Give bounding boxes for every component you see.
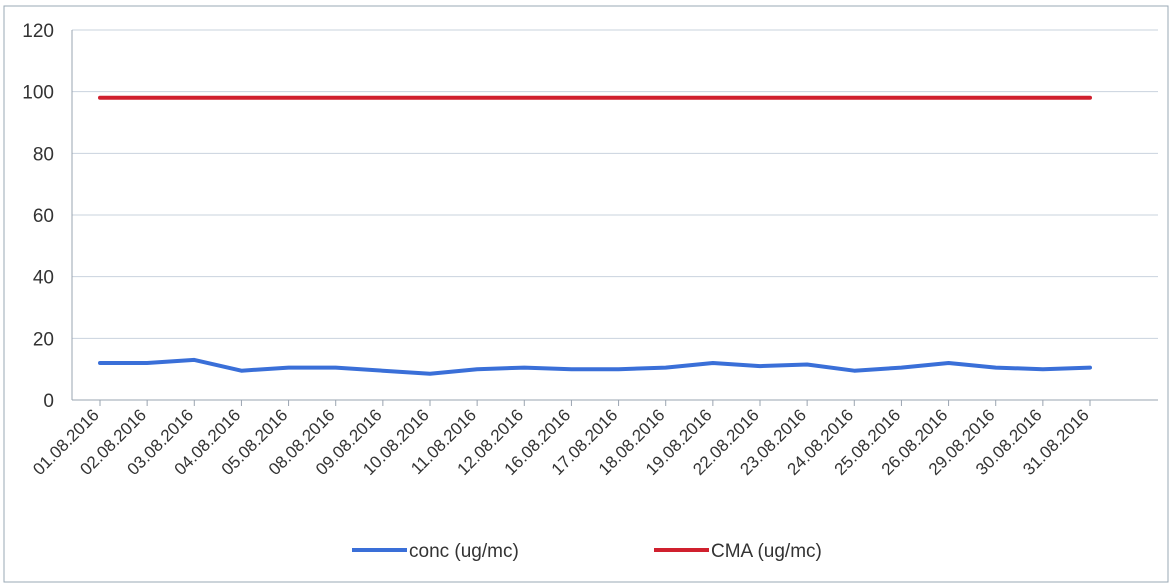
y-tick-label: 40 <box>33 268 54 289</box>
legend-label: CMA (ug/mc) <box>711 541 822 562</box>
legend-label: conc (ug/mc) <box>409 541 519 562</box>
legend: conc (ug/mc) CMA (ug/mc) <box>352 541 822 562</box>
series-lines <box>98 95 1092 376</box>
y-tick-label: 20 <box>33 329 54 350</box>
gridlines <box>72 29 1158 401</box>
y-tick-label: 80 <box>33 144 54 165</box>
chart-border <box>3 5 1169 583</box>
y-axis: 0 20 40 60 80 100 120 <box>22 21 73 412</box>
y-tick-label: 120 <box>22 21 54 42</box>
y-tick-label: 60 <box>33 206 54 227</box>
series-line <box>98 357 1092 376</box>
y-tick-label: 0 <box>43 391 54 412</box>
y-tick-label: 100 <box>22 83 54 104</box>
